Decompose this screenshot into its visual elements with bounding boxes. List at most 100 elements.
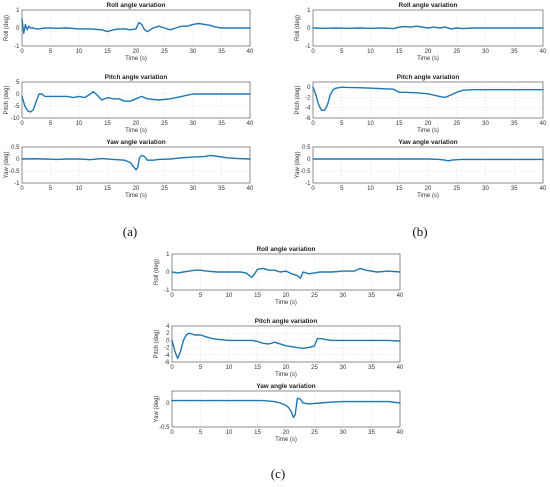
- x-tick-label: 30: [340, 430, 347, 436]
- y-tick-label: 1: [16, 8, 20, 14]
- series-line: [21, 90, 251, 113]
- x-tick-label: 0: [170, 430, 174, 436]
- x-tick-label: 20: [425, 121, 432, 127]
- y-axis-label: Yaw (deg): [4, 152, 10, 179]
- y-tick-label: 0: [16, 92, 20, 98]
- x-axis-label: Time (s): [125, 56, 147, 62]
- x-tick-label: 25: [161, 121, 168, 127]
- y-axis-label: Pitch (deg): [4, 85, 10, 114]
- x-tick-label: 40: [540, 49, 547, 55]
- x-tick-label: 30: [190, 121, 197, 127]
- x-tick-label: 20: [283, 293, 290, 299]
- x-tick-label: 30: [482, 49, 489, 55]
- subfigure-label-b: (b): [412, 224, 427, 239]
- y-tick-label: -4: [305, 106, 311, 112]
- x-tick-label: 35: [511, 121, 518, 127]
- series-line: [312, 86, 544, 111]
- x-axis-label: Time (s): [417, 56, 439, 62]
- x-tick-label: 15: [254, 293, 261, 299]
- x-tick-label: 0: [311, 121, 315, 127]
- x-tick-label: 5: [49, 186, 53, 192]
- y-tick-label: -4: [164, 353, 170, 359]
- series-line: [171, 397, 401, 419]
- y-tick-label: -1: [305, 181, 311, 187]
- y-tick-label: -5: [14, 104, 20, 110]
- x-tick-label: 10: [76, 186, 83, 192]
- chart-title: Roll angle variation: [257, 246, 316, 253]
- chart-title: Yaw angle variation: [398, 139, 457, 146]
- y-tick-label: 0.5: [11, 145, 20, 151]
- y-axis-label: Roll (deg): [4, 15, 10, 41]
- y-axis-label: Roll (deg): [154, 259, 160, 285]
- x-tick-label: 15: [104, 121, 111, 127]
- x-tick-label: 15: [254, 365, 261, 371]
- x-tick-label: 0: [20, 186, 24, 192]
- y-tick-label: 0: [166, 401, 170, 407]
- x-tick-label: 20: [133, 121, 140, 127]
- y-tick-label: 0: [307, 26, 311, 32]
- x-tick-label: 30: [482, 186, 489, 192]
- x-tick-label: 20: [133, 186, 140, 192]
- x-tick-label: 35: [368, 430, 375, 436]
- y-tick-label: -0.5: [9, 169, 20, 175]
- x-tick-label: 40: [397, 430, 404, 436]
- x-tick-label: 40: [397, 293, 404, 299]
- x-tick-label: 30: [340, 365, 347, 371]
- chart-title: Roll angle variation: [399, 2, 458, 9]
- series-line: [312, 158, 544, 162]
- x-tick-label: 25: [161, 186, 168, 192]
- x-tick-label: 10: [76, 121, 83, 127]
- x-tick-label: 15: [396, 49, 403, 55]
- x-tick-label: 35: [218, 49, 225, 55]
- chart-4: 0 5 10 15 20 25 30 35 40 -6 -4 -2 0 Pitch angle varia…: [295, 74, 547, 134]
- chart-1: 0 5 10 15 20 25 30 35 40 -10 -5 0 5 Pitch angle varia…: [4, 74, 254, 134]
- x-axis-label: Time (s): [125, 193, 147, 199]
- x-tick-label: 10: [367, 186, 374, 192]
- x-tick-label: 0: [20, 49, 24, 55]
- x-tick-label: 30: [190, 49, 197, 55]
- x-axis-label: Time (s): [275, 372, 297, 378]
- x-axis-label: Time (s): [417, 193, 439, 199]
- x-axis-label: Time (s): [275, 300, 297, 306]
- y-tick-label: -1: [164, 288, 170, 294]
- y-tick-label: -10: [11, 116, 20, 122]
- chart-2: 0 5 10 15 20 25 30 35 40 -1 -0.5 0 0.5 Yaw angle vari…: [4, 139, 254, 199]
- y-tick-label: -0.5: [159, 425, 170, 431]
- y-tick-label: -2: [164, 346, 170, 352]
- x-tick-label: 10: [367, 121, 374, 127]
- x-tick-label: 25: [161, 49, 168, 55]
- y-tick-label: 5: [16, 80, 20, 86]
- y-tick-label: 0: [307, 85, 311, 91]
- chart-title: Pitch angle variation: [397, 74, 460, 81]
- x-tick-label: 15: [396, 186, 403, 192]
- x-tick-label: 30: [482, 121, 489, 127]
- x-tick-label: 35: [218, 186, 225, 192]
- y-axis-label: Pitch (deg): [295, 85, 301, 114]
- series-line: [171, 267, 401, 279]
- chart-title: Pitch angle variation: [105, 74, 168, 81]
- y-tick-label: 2: [166, 331, 170, 337]
- x-tick-label: 35: [368, 293, 375, 299]
- x-tick-label: 40: [397, 365, 404, 371]
- x-tick-label: 10: [226, 365, 233, 371]
- chart-title: Roll angle variation: [107, 2, 166, 9]
- y-tick-label: -0.5: [300, 169, 311, 175]
- series-line: [171, 332, 401, 360]
- y-axis-label: Pitch (deg): [154, 329, 160, 358]
- x-tick-label: 35: [368, 365, 375, 371]
- series-line: [21, 154, 251, 171]
- y-tick-label: -1: [305, 44, 311, 50]
- x-tick-label: 5: [340, 121, 344, 127]
- x-tick-label: 10: [367, 49, 374, 55]
- x-tick-label: 35: [511, 186, 518, 192]
- x-tick-label: 20: [133, 49, 140, 55]
- x-tick-label: 5: [49, 121, 53, 127]
- x-tick-label: 5: [199, 430, 203, 436]
